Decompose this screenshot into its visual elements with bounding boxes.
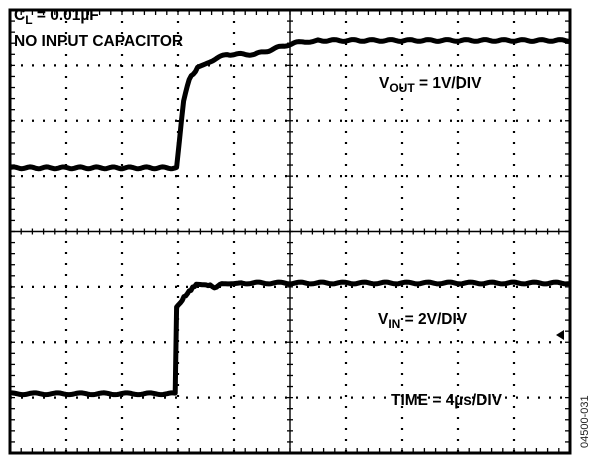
trace-vin	[9, 279, 571, 398]
ground-marker-icon	[556, 330, 564, 340]
plot-frame	[8, 8, 572, 455]
time-scale-label: TIME = 4µs/DIV	[391, 392, 503, 409]
no-input-capacitor-label: NO INPUT CAPACITOR	[14, 33, 184, 50]
vin-scale-label: VIN = 2V/DIV	[378, 311, 468, 331]
figure-code: 04500-031	[579, 395, 591, 448]
trace-vout	[9, 37, 571, 172]
load-capacitance-label: CL = 0.01µF	[14, 7, 99, 27]
vout-scale-label: VOUT = 1V/DIV	[379, 75, 482, 95]
